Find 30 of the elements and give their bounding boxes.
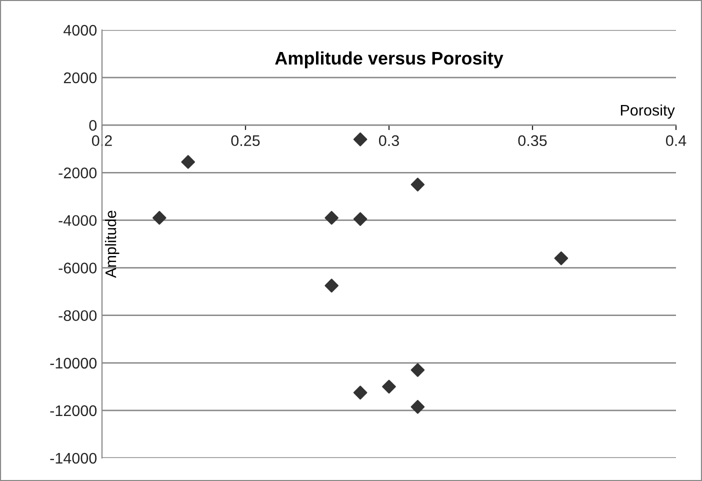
x-axis-title: Porosity: [620, 104, 675, 119]
y-tick-label: -2000: [58, 168, 97, 178]
y-tick-label: -14000: [50, 452, 97, 464]
point: [410, 400, 425, 414]
x-tick-label: 0.35: [518, 135, 547, 146]
y-tick-label: -12000: [50, 405, 97, 416]
point: [554, 251, 568, 266]
x-tick-label: 0.2: [92, 135, 112, 146]
text: Amplitude versus Porosity: [275, 51, 504, 68]
point: [324, 278, 339, 293]
x-tick-label: 0.4: [666, 135, 686, 146]
y-tick-label: 2000: [64, 72, 97, 84]
point: [353, 386, 368, 400]
point: [324, 210, 339, 225]
point: [152, 210, 166, 225]
y-tick-label: 4000: [64, 24, 97, 36]
x-tick-label: 0.25: [231, 135, 260, 146]
y-tick-label: -6000: [58, 262, 97, 274]
point: [353, 212, 368, 226]
y-tick-label: 0: [89, 120, 97, 131]
y-tick-label: -10000: [50, 358, 97, 369]
point: [181, 155, 196, 169]
y-axis-title: Amplitude: [104, 210, 120, 278]
point: [382, 380, 396, 394]
point: [410, 363, 425, 377]
point: [410, 178, 425, 192]
point: [353, 132, 368, 146]
y-tick-label: -8000: [58, 310, 97, 322]
y-tick-label: -4000: [58, 215, 97, 226]
x-tick-label: 0.3: [378, 135, 399, 146]
